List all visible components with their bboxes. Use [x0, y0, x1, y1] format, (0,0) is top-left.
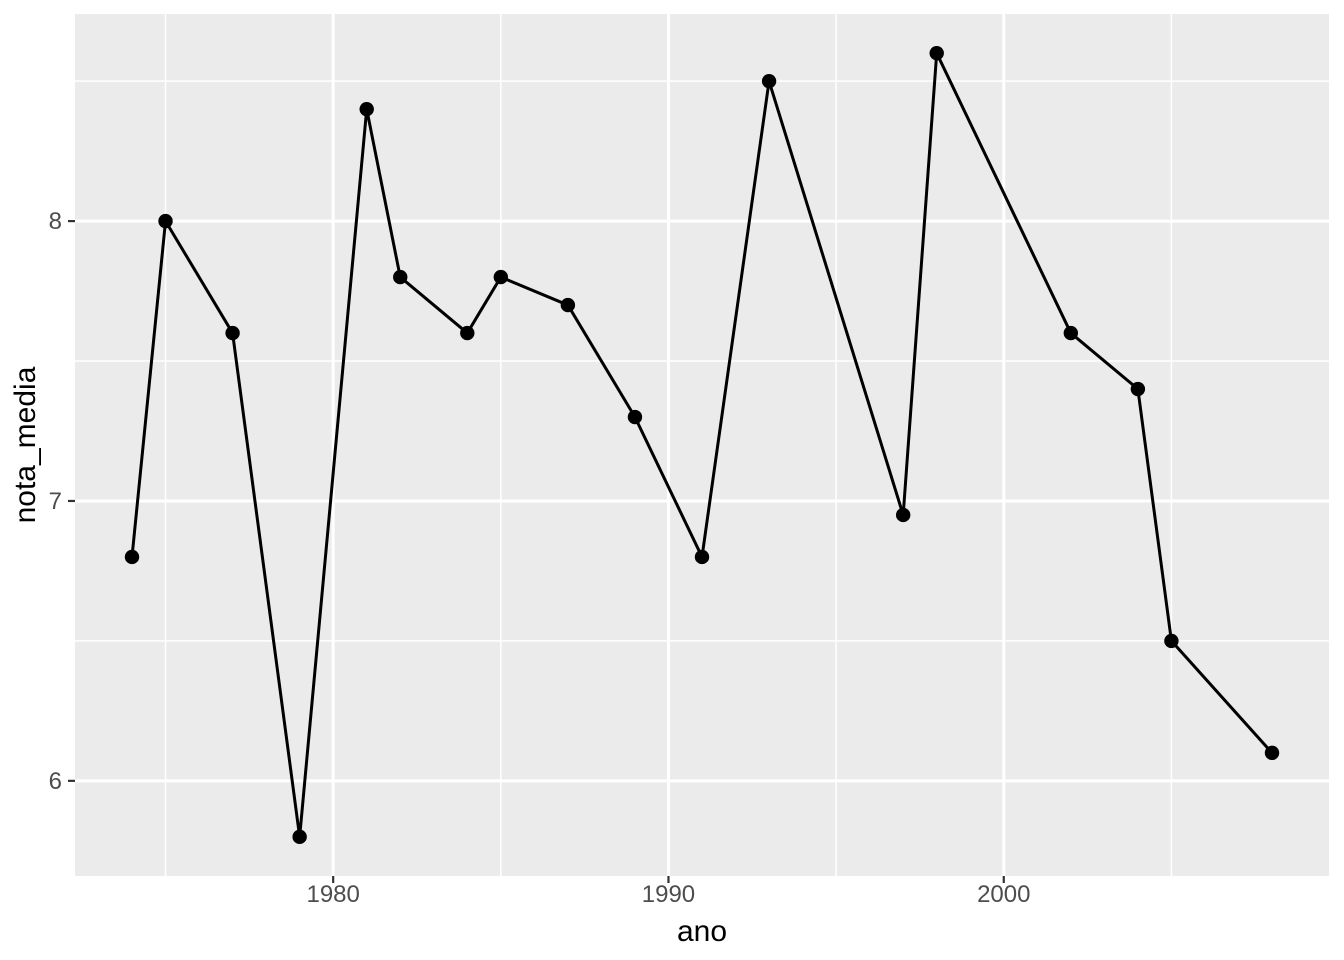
x-tick-label: 1980 [306, 881, 359, 908]
data-point [158, 213, 173, 229]
data-point [292, 829, 307, 845]
data-point [393, 269, 408, 285]
data-point [124, 549, 140, 565]
data-point [359, 101, 374, 117]
data-point [460, 325, 475, 341]
x-axis-title: ano [676, 915, 728, 948]
data-line [130, 51, 1274, 839]
y-axis-title: nota_media [9, 366, 42, 524]
y-tick-labels: 6 7 8 [49, 208, 62, 795]
minor-gridlines [75, 14, 1329, 876]
data-point [1264, 745, 1280, 761]
data-point [225, 325, 240, 341]
major-gridlines [75, 14, 1329, 876]
data-point [895, 507, 911, 523]
data-point [1164, 633, 1179, 649]
y-tick-label: 7 [49, 488, 62, 515]
data-point [1130, 381, 1146, 397]
data-point [560, 297, 576, 313]
x-tick-labels: 1980 1990 2000 [306, 881, 1030, 908]
data-point [493, 269, 509, 285]
plot-panel [75, 14, 1329, 876]
y-tick-label: 6 [49, 768, 62, 795]
data-point [694, 549, 710, 565]
data-point [1063, 325, 1079, 341]
data-point [761, 73, 777, 89]
data-points [124, 45, 1280, 845]
data-point [929, 45, 944, 61]
x-tick-label: 2000 [977, 881, 1030, 908]
y-tick-label: 8 [49, 208, 62, 235]
data-point [627, 409, 643, 425]
axis-tick-marks [68, 220, 1005, 883]
x-tick-label: 1990 [642, 881, 695, 908]
